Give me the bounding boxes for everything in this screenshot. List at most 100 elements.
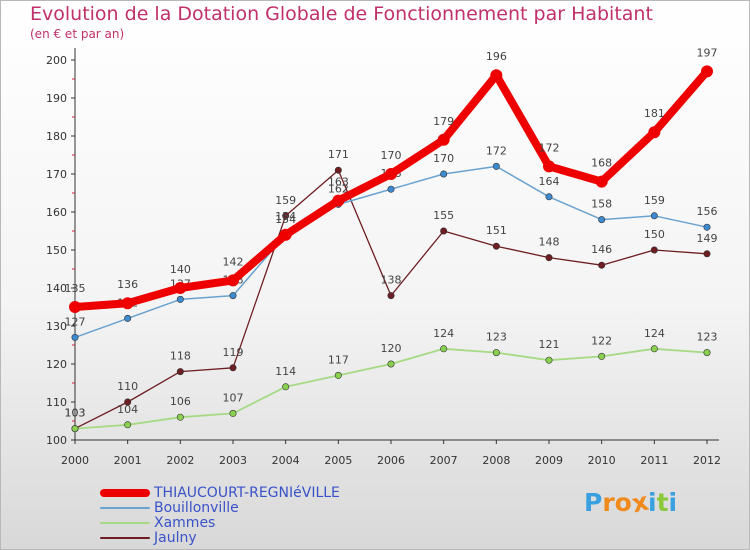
data-point bbox=[543, 160, 555, 173]
data-point bbox=[176, 295, 184, 303]
data-label: 150 bbox=[644, 228, 665, 241]
data-label: 140 bbox=[170, 263, 191, 276]
x-tick-label: 2003 bbox=[219, 454, 247, 467]
data-point bbox=[703, 250, 711, 258]
data-label: 170 bbox=[381, 149, 402, 162]
data-point bbox=[650, 345, 658, 353]
data-point bbox=[387, 360, 395, 368]
data-label: 162 bbox=[328, 182, 349, 195]
data-label: 151 bbox=[486, 224, 507, 237]
y-tick-label: 120 bbox=[46, 358, 67, 371]
data-label: 196 bbox=[486, 50, 507, 63]
data-label: 103 bbox=[65, 407, 86, 420]
data-point bbox=[124, 314, 132, 322]
data-point bbox=[545, 254, 553, 262]
y-tick-label: 170 bbox=[46, 168, 67, 181]
data-label: 142 bbox=[223, 255, 244, 268]
data-point bbox=[121, 297, 134, 310]
legend-label-jaulny: Jaulny bbox=[154, 530, 197, 546]
x-tick-label: 2010 bbox=[588, 454, 616, 467]
x-tick-label: 2004 bbox=[272, 454, 300, 467]
data-point bbox=[229, 292, 237, 300]
data-point bbox=[282, 383, 290, 391]
data-point bbox=[440, 170, 448, 178]
data-label: 107 bbox=[223, 391, 244, 404]
data-label: 159 bbox=[644, 194, 665, 207]
data-label: 114 bbox=[275, 365, 296, 378]
logo-letter: r bbox=[602, 488, 615, 517]
data-label: 163 bbox=[328, 176, 349, 189]
logo-letter: t bbox=[656, 488, 669, 517]
data-label: 117 bbox=[328, 353, 349, 366]
data-point bbox=[334, 166, 342, 174]
data-point bbox=[176, 368, 184, 376]
data-point bbox=[701, 65, 713, 78]
data-label: 164 bbox=[539, 175, 560, 188]
data-point bbox=[650, 212, 658, 220]
data-point bbox=[282, 212, 290, 220]
data-label: 171 bbox=[328, 148, 349, 161]
y-tick-label: 110 bbox=[46, 396, 67, 409]
data-point bbox=[176, 413, 184, 421]
data-label: 170 bbox=[433, 152, 454, 165]
y-tick-label: 150 bbox=[46, 244, 67, 257]
data-point bbox=[703, 223, 711, 231]
data-point bbox=[650, 246, 658, 254]
data-point bbox=[545, 356, 553, 364]
logo-letter: i bbox=[648, 488, 657, 517]
x-tick-label: 2000 bbox=[61, 454, 89, 467]
data-point bbox=[332, 194, 345, 207]
data-label: 123 bbox=[697, 331, 718, 344]
data-label: 158 bbox=[591, 198, 612, 211]
data-point bbox=[490, 69, 503, 82]
data-label: 123 bbox=[486, 331, 507, 344]
data-label: 146 bbox=[591, 243, 612, 256]
series-line bbox=[74, 169, 708, 430]
y-tick-label: 200 bbox=[46, 54, 67, 67]
data-label: 122 bbox=[591, 334, 612, 347]
data-point bbox=[387, 185, 395, 193]
data-label: 179 bbox=[433, 115, 454, 128]
data-label: 149 bbox=[697, 232, 718, 245]
y-tick-label: 190 bbox=[46, 92, 67, 105]
data-point bbox=[124, 398, 132, 406]
data-label: 118 bbox=[170, 350, 191, 363]
data-point bbox=[227, 274, 239, 287]
data-label: 148 bbox=[539, 236, 560, 249]
legend-label-xammes: Xammes bbox=[154, 515, 216, 531]
data-label: 168 bbox=[591, 157, 612, 170]
data-point bbox=[598, 261, 606, 269]
data-label: 154 bbox=[275, 210, 296, 223]
data-point bbox=[385, 168, 397, 180]
data-point bbox=[648, 126, 661, 139]
data-point bbox=[174, 282, 187, 294]
data-point bbox=[545, 193, 553, 201]
logo-letter: P bbox=[584, 488, 603, 517]
logo-letter: i bbox=[668, 488, 678, 517]
data-label: 103 bbox=[65, 407, 86, 420]
y-tick-label: 180 bbox=[46, 130, 67, 143]
legend-label-bouillonville: Bouillonville bbox=[154, 500, 239, 516]
data-label: 104 bbox=[117, 403, 138, 416]
data-label: 155 bbox=[433, 209, 454, 222]
data-point bbox=[440, 227, 448, 235]
y-tick-label: 160 bbox=[46, 206, 67, 219]
data-point bbox=[229, 409, 237, 417]
proxiti-logo[interactable]: Proxiti bbox=[584, 487, 678, 519]
y-tick-label: 100 bbox=[46, 434, 67, 447]
data-point bbox=[334, 371, 342, 379]
data-point bbox=[279, 228, 292, 241]
data-label: 121 bbox=[539, 338, 560, 351]
data-point bbox=[71, 425, 79, 433]
data-label: 119 bbox=[223, 346, 244, 359]
data-point bbox=[71, 333, 79, 341]
data-point bbox=[440, 345, 448, 353]
data-label: 120 bbox=[381, 342, 402, 355]
data-label: 172 bbox=[539, 141, 560, 154]
x-tick-label: 2011 bbox=[640, 454, 668, 467]
chart-subtitle: (en € et par an) bbox=[30, 27, 125, 41]
data-label: 181 bbox=[644, 107, 665, 120]
x-tick-label: 2007 bbox=[430, 454, 458, 467]
data-label: 154 bbox=[275, 213, 296, 226]
